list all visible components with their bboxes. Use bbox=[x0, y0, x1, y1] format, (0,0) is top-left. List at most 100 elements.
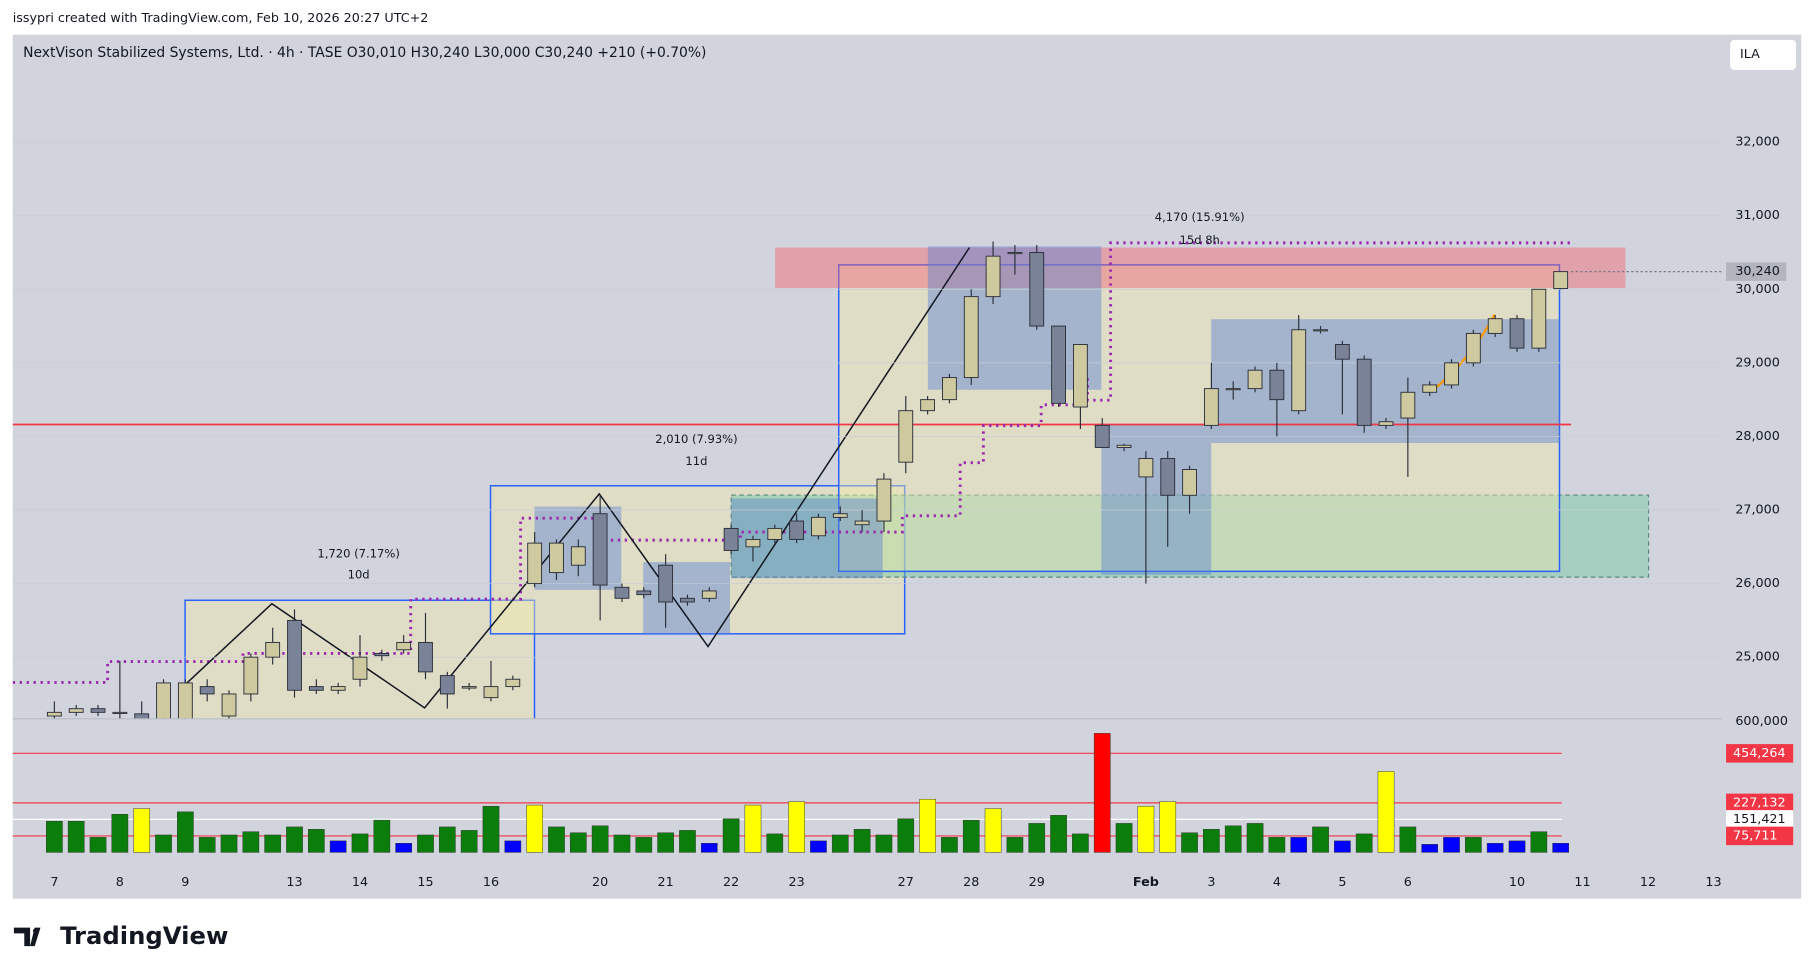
volume-bar bbox=[482, 805, 500, 853]
candle-body bbox=[330, 686, 346, 691]
volume-bar bbox=[919, 798, 936, 853]
volume-bar bbox=[329, 840, 347, 853]
volume-bar bbox=[460, 830, 478, 853]
candle-body bbox=[1487, 318, 1503, 334]
candle-body bbox=[745, 538, 761, 548]
volume-bar bbox=[1312, 826, 1329, 853]
candle-body bbox=[570, 546, 586, 566]
volume-bar bbox=[417, 834, 434, 853]
y-tick-label: 30,000 bbox=[1735, 281, 1780, 296]
volume-bar bbox=[1465, 837, 1482, 853]
volume-bar bbox=[897, 818, 915, 853]
volume-bar bbox=[1159, 801, 1177, 853]
candle-body bbox=[90, 708, 106, 713]
candle-body bbox=[418, 641, 433, 673]
x-tick-label: 8 bbox=[116, 874, 124, 889]
volume-bar bbox=[875, 834, 893, 853]
candle-body bbox=[1444, 362, 1459, 386]
measure-label: 2,010 (7.93%) bbox=[655, 432, 737, 446]
candle-body bbox=[658, 564, 674, 603]
volume-bar bbox=[198, 837, 216, 853]
x-tick-label: 6 bbox=[1404, 874, 1412, 889]
candle-body bbox=[942, 377, 957, 401]
candle-body bbox=[1247, 369, 1263, 390]
volume-bar bbox=[220, 834, 238, 853]
volume-bar bbox=[67, 820, 85, 853]
y-tick-label: 26,000 bbox=[1735, 575, 1780, 590]
candle-body bbox=[134, 713, 150, 719]
y-tick-label: 27,000 bbox=[1735, 502, 1780, 517]
level-label: 75,711 bbox=[1733, 827, 1778, 842]
measure-label: 1,720 (7.17%) bbox=[317, 547, 399, 561]
credit: issypri created with TradingView.com, Fe… bbox=[13, 10, 429, 25]
level-badge bbox=[1726, 793, 1794, 813]
volume-bar bbox=[1072, 833, 1089, 853]
logo bbox=[13, 927, 41, 947]
candle-body bbox=[1029, 252, 1045, 327]
candle-body bbox=[352, 656, 368, 680]
x-tick-label: 27 bbox=[898, 874, 914, 889]
volume-bar bbox=[657, 832, 674, 853]
volume-bar bbox=[1268, 837, 1286, 853]
currency-button[interactable] bbox=[1728, 38, 1798, 72]
candle-body bbox=[1378, 421, 1394, 426]
y-tick-label: 31,000 bbox=[1735, 207, 1780, 222]
level-badge bbox=[1726, 826, 1794, 846]
volume-bar bbox=[438, 826, 456, 853]
candle-body bbox=[767, 527, 783, 540]
volume-bar bbox=[1355, 833, 1373, 853]
candle-body bbox=[789, 520, 805, 540]
volume-bar bbox=[591, 825, 609, 853]
candle-body bbox=[308, 686, 324, 691]
volume-bar bbox=[831, 834, 849, 853]
chart-panel bbox=[12, 34, 1802, 899]
volume-bar bbox=[635, 837, 653, 853]
candle-body bbox=[439, 675, 455, 695]
volume-bar bbox=[1508, 840, 1526, 853]
measure-label: 4,170 (15.91%) bbox=[1155, 210, 1245, 224]
measure-label: 15d 8h bbox=[1180, 233, 1220, 247]
volume-tick-label: 600,000 bbox=[1735, 713, 1788, 728]
volume-bar bbox=[1421, 844, 1439, 853]
candle-body bbox=[876, 478, 892, 522]
y-tick-label: 25,000 bbox=[1735, 649, 1780, 664]
volume-bar bbox=[1050, 815, 1067, 853]
last-price-badge bbox=[1726, 262, 1787, 281]
candle-body bbox=[1007, 252, 1023, 255]
currency[interactable]: ILA bbox=[1740, 46, 1760, 61]
brand: TradingView bbox=[60, 921, 228, 950]
candles bbox=[12, 141, 1722, 719]
volume-bar bbox=[700, 843, 718, 853]
candle-body bbox=[1291, 329, 1307, 412]
volume-bar bbox=[89, 837, 107, 853]
candle-body bbox=[1553, 271, 1569, 290]
candle-body bbox=[1422, 384, 1438, 393]
candle-body bbox=[1356, 358, 1372, 426]
candle-body bbox=[265, 641, 281, 658]
volume-bar bbox=[177, 811, 194, 853]
candle-body bbox=[112, 711, 128, 714]
candle-body bbox=[505, 678, 521, 688]
candle-body bbox=[1465, 332, 1481, 364]
candle-body bbox=[636, 590, 652, 596]
x-tick-label: 21 bbox=[658, 874, 674, 889]
volume-bar bbox=[133, 808, 151, 853]
candle-body bbox=[1334, 343, 1350, 360]
volume-bar bbox=[1377, 771, 1395, 853]
candle-body bbox=[287, 619, 302, 691]
volume-bar bbox=[373, 819, 391, 853]
candle-body bbox=[1531, 288, 1547, 349]
candle-body bbox=[396, 641, 412, 651]
volume-bar bbox=[962, 819, 980, 853]
x-tick-label: 13 bbox=[286, 874, 302, 889]
x-tick-label: 9 bbox=[181, 874, 189, 889]
volume-bar bbox=[679, 830, 696, 853]
x-tick-label: 14 bbox=[352, 874, 368, 889]
x-tick-label: 10 bbox=[1509, 874, 1525, 889]
candle-body bbox=[963, 296, 979, 379]
candle-body bbox=[1313, 329, 1328, 332]
candle-body bbox=[1094, 424, 1110, 448]
volume-bar bbox=[853, 829, 871, 853]
volume-bar bbox=[941, 837, 958, 853]
